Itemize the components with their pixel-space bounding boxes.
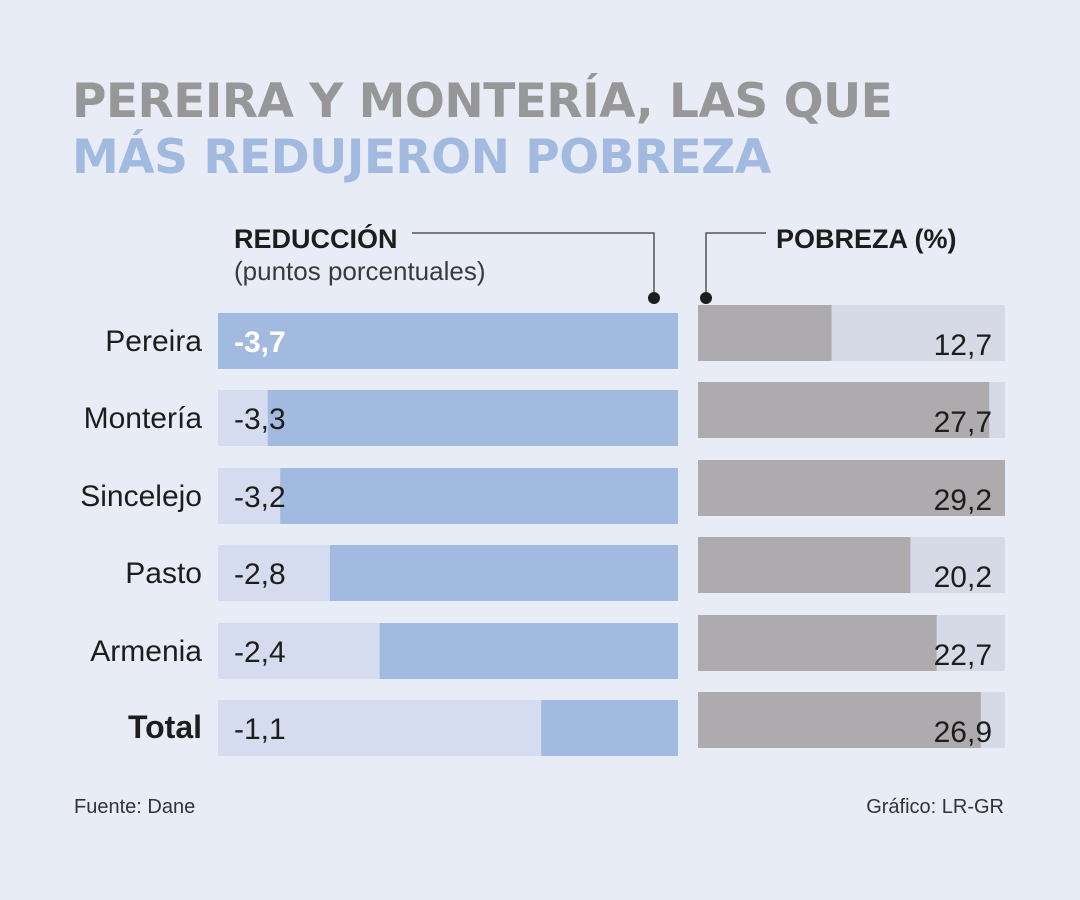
reduction-label-3: -2,8	[234, 558, 286, 591]
reduction-label-2: -3,2	[234, 481, 286, 514]
title-line-1: PEREIRA Y MONTERÍA, LAS QUE	[72, 74, 893, 129]
reduction-label-0: -3,7	[234, 326, 286, 359]
reduction-connector	[412, 232, 655, 298]
source-note: Fuente: Dane	[74, 796, 196, 818]
poverty-bar-2	[698, 460, 1005, 516]
poverty-label-0: 12,7	[934, 329, 992, 362]
poverty-bar-4	[698, 615, 937, 671]
reduction-bar-5	[541, 700, 678, 756]
reduction-bar-0	[218, 313, 678, 369]
reduction-label-5: -1,1	[234, 713, 286, 746]
reduction-bar-3	[329, 545, 678, 601]
poverty-label-4: 22,7	[934, 639, 992, 672]
reduction-label-1: -3,3	[234, 403, 286, 436]
reduction-bar-2	[280, 468, 678, 524]
reduction-label-4: -2,4	[234, 636, 286, 669]
category-label-1: Montería	[84, 402, 203, 435]
category-label-0: Pereira	[105, 325, 202, 358]
reduction-bar-1	[267, 390, 678, 446]
reduction-header: REDUCCIÓN	[234, 224, 398, 254]
poverty-bar-1	[698, 382, 990, 438]
category-label-2: Sincelejo	[80, 480, 202, 513]
poverty-bar-5	[698, 692, 981, 748]
title-line-2: MÁS REDUJERON POBREZA	[72, 130, 771, 185]
poverty-label-3: 20,2	[934, 561, 992, 594]
poverty-header: POBREZA (%)	[776, 224, 957, 254]
poverty-bar-0	[698, 305, 832, 361]
reduction-dot	[648, 292, 660, 304]
reduction-bar-4	[379, 623, 678, 679]
poverty-dot	[700, 292, 712, 304]
category-label-4: Armenia	[90, 635, 202, 668]
poverty-label-2: 29,2	[934, 484, 992, 517]
category-label-5: Total	[128, 709, 202, 745]
poverty-connector	[705, 232, 766, 298]
credit-note: Gráfico: LR-GR	[866, 796, 1004, 818]
category-label-3: Pasto	[125, 557, 202, 590]
poverty-label-5: 26,9	[934, 716, 992, 749]
chart-title: PEREIRA Y MONTERÍA, LAS QUE MÁS REDUJERO…	[72, 74, 893, 186]
poverty-bar-3	[698, 537, 911, 593]
reduction-unit: (puntos porcentuales)	[234, 256, 486, 286]
poverty-label-1: 27,7	[934, 406, 992, 439]
